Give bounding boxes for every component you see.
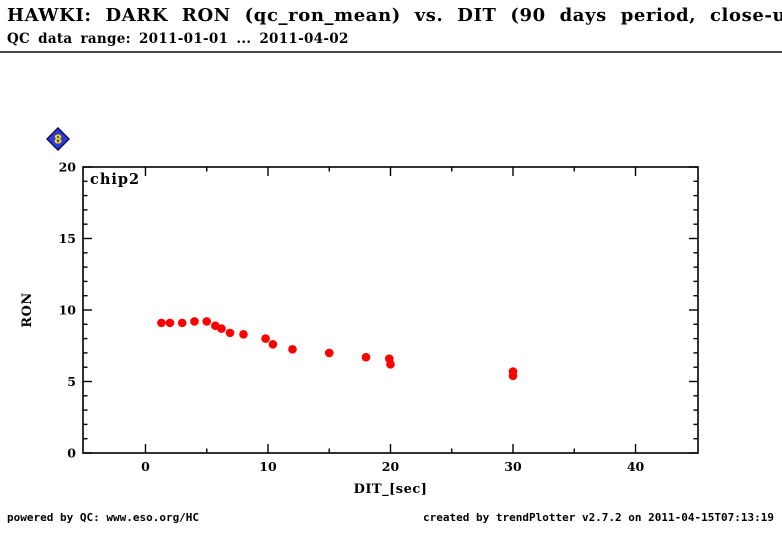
diamond-icon-label: 8 bbox=[54, 133, 62, 147]
data-point bbox=[268, 340, 278, 349]
x-axis-tick-label: 30 bbox=[504, 459, 522, 474]
page-title: HAWKI: DARK RON (qc_ron_mean) vs. DIT (9… bbox=[7, 5, 782, 26]
footer-powered-by: powered by QC: www.eso.org/HC bbox=[7, 511, 200, 524]
y-axis-tick-label: 0 bbox=[67, 446, 76, 461]
data-point bbox=[508, 371, 518, 381]
x-axis-tick-label: 40 bbox=[627, 459, 645, 474]
y-axis-tick-label: 15 bbox=[59, 231, 76, 246]
qc-data-range: QC data range: 2011-01-01 ... 2011-04-02 bbox=[7, 31, 349, 47]
data-point bbox=[239, 330, 248, 339]
y-axis-title: RON bbox=[20, 292, 35, 328]
diamond-shape bbox=[45, 126, 71, 152]
x-axis-tick-label: 0 bbox=[141, 459, 150, 474]
data-point bbox=[324, 348, 334, 358]
data-point bbox=[165, 318, 175, 328]
y-axis-tick-label: 20 bbox=[59, 160, 77, 175]
footer-created-by: created by trendPlotter v2.7.2 on 2011-0… bbox=[423, 511, 774, 524]
data-point bbox=[225, 328, 235, 338]
data-point bbox=[361, 352, 371, 362]
plot-frame bbox=[82, 166, 699, 454]
x-axis-title: DIT_[sec] bbox=[354, 482, 428, 497]
data-point bbox=[288, 345, 297, 354]
header-divider bbox=[0, 51, 782, 53]
chip-label: chip2 bbox=[90, 171, 140, 188]
data-point bbox=[177, 318, 187, 328]
bookmark-diamond-icon[interactable]: 8 bbox=[45, 126, 71, 152]
data-point bbox=[261, 334, 270, 343]
diamond-icon-svg: 8 bbox=[45, 126, 71, 152]
y-axis-tick-label: 10 bbox=[59, 303, 77, 318]
x-axis-tick-label: 10 bbox=[259, 459, 277, 474]
data-point bbox=[190, 317, 199, 326]
data-point bbox=[202, 317, 212, 326]
data-point bbox=[217, 324, 226, 333]
x-axis-tick-label: 20 bbox=[382, 459, 400, 474]
data-point bbox=[386, 360, 395, 369]
y-axis-tick-label: 5 bbox=[67, 374, 76, 389]
data-point bbox=[157, 318, 166, 328]
